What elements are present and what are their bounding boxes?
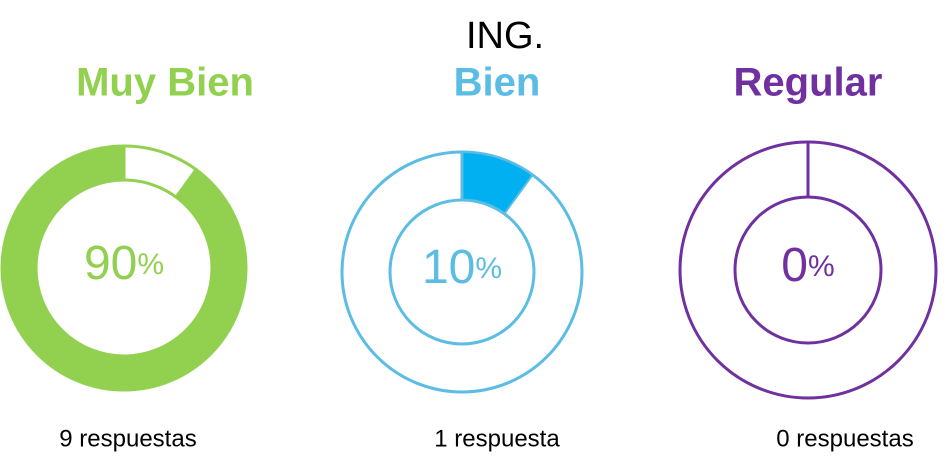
ring-inner xyxy=(34,178,214,358)
chart-title: Regular xyxy=(734,61,883,105)
page-title: ING. xyxy=(466,15,544,57)
unit-label: % xyxy=(137,248,164,281)
center-label: 90% xyxy=(84,237,164,290)
value-label: 0 xyxy=(781,239,808,292)
chart-title: Muy Bien xyxy=(76,61,254,105)
unit-label: % xyxy=(475,252,502,285)
chart-title: Bien xyxy=(454,61,541,105)
caption: 9 respuestas xyxy=(59,425,196,452)
ring-inner xyxy=(733,195,883,345)
center-label: 0% xyxy=(781,239,834,292)
caption: 1 respuesta xyxy=(434,425,560,452)
center-label: 10% xyxy=(422,241,502,294)
unit-label: % xyxy=(808,250,835,283)
value-label: 10 xyxy=(422,241,475,294)
caption: 0 respuestas xyxy=(776,425,913,452)
ring-inner xyxy=(388,198,536,346)
value-label: 90 xyxy=(84,237,137,290)
